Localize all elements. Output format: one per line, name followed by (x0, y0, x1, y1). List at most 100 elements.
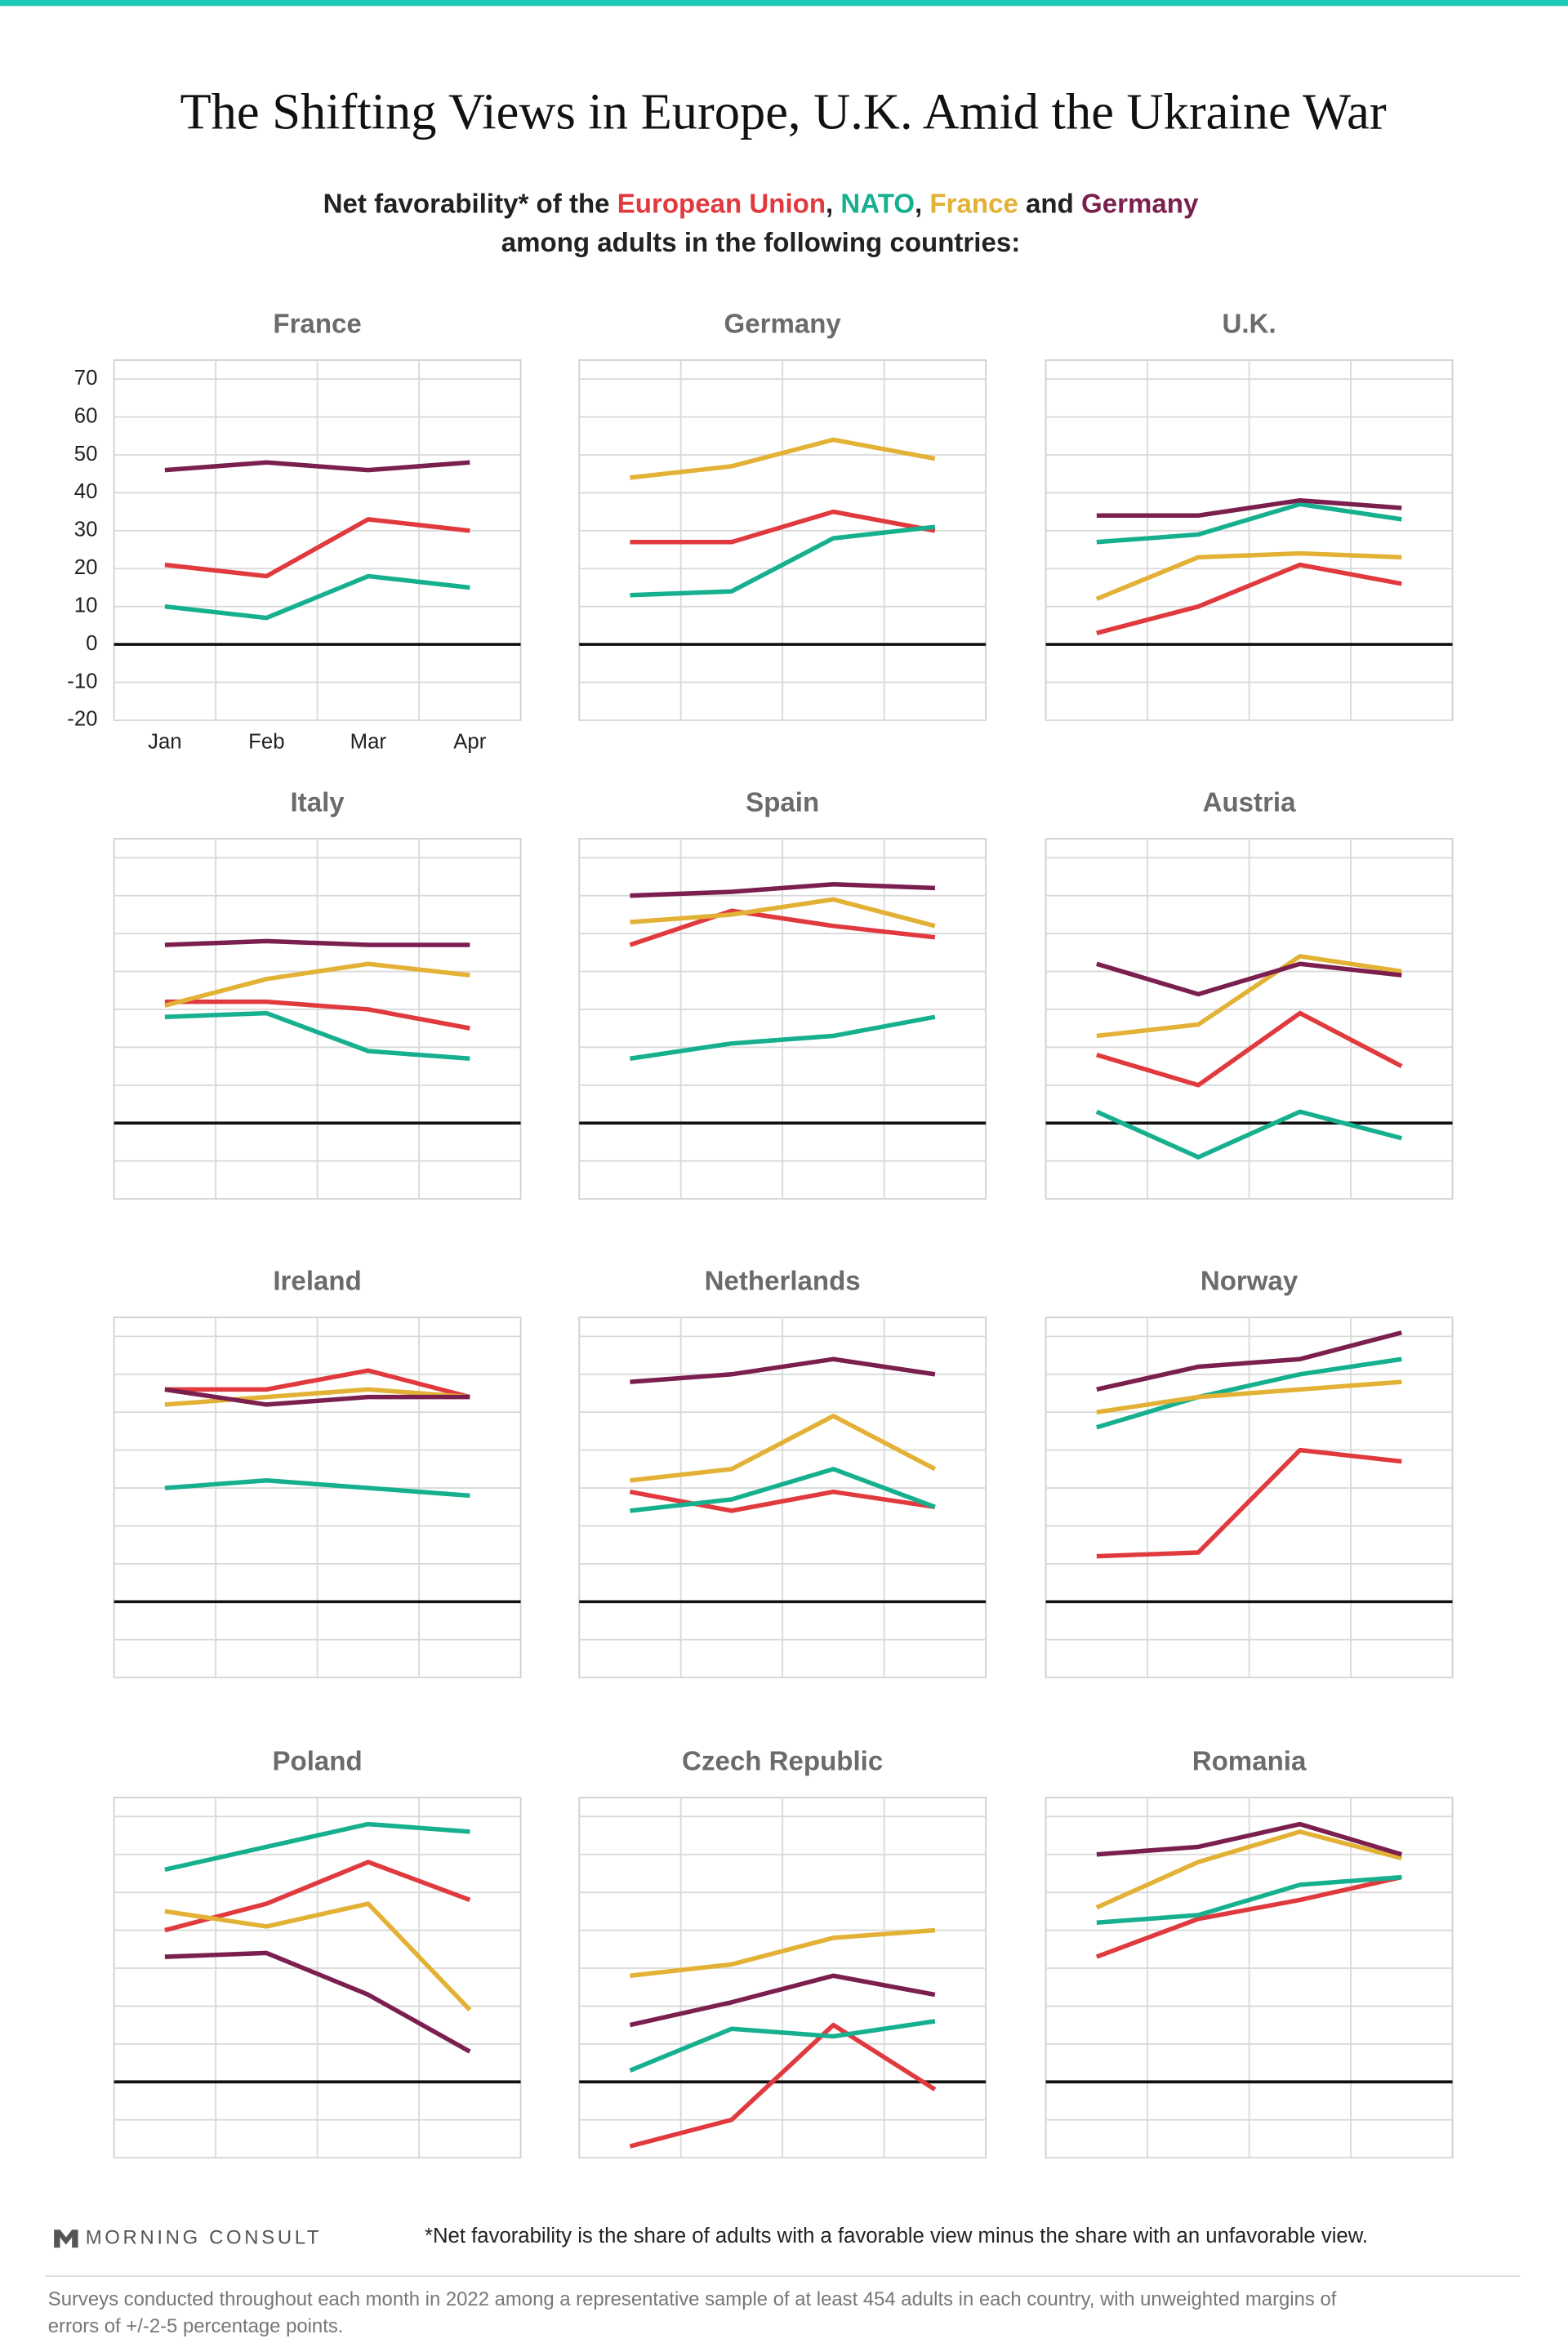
series-line (1096, 1447, 1402, 1559)
panel: Czech Republic (578, 1747, 987, 2158)
series-line (630, 437, 936, 480)
panel: Italy (113, 788, 522, 1200)
series-line (630, 509, 936, 545)
panel-title: Ireland (273, 1267, 361, 1297)
series-line (1096, 961, 1402, 997)
logo: MORNING CONSULT (54, 2227, 322, 2249)
series-line (164, 1901, 472, 2011)
series-line (629, 1489, 936, 1513)
panel-title: Germany (724, 309, 841, 339)
series-line (164, 460, 470, 473)
subtitle-text: and (1018, 189, 1081, 219)
series-line (629, 2022, 937, 2149)
series-line (164, 1950, 471, 2054)
subtitle-text: , (826, 189, 840, 219)
series-line (1096, 1010, 1403, 1088)
legend-entry: Germany (1081, 189, 1199, 219)
series-line (630, 524, 936, 598)
top-bar (0, 0, 1568, 7)
legend-entry: NATO (840, 189, 915, 219)
panel: Austria (1045, 788, 1454, 1200)
panel: Ireland (113, 1267, 522, 1679)
chart-title: The Shifting Views in Europe, U.K. Amid … (180, 83, 1387, 140)
series-line (1095, 1874, 1402, 1959)
panel-title: Netherlands (705, 1267, 861, 1297)
series-line (1096, 501, 1402, 545)
series-line (630, 1467, 936, 1513)
series-line (1096, 497, 1402, 519)
logo-icon (54, 2230, 78, 2248)
y-tick-label: 60 (74, 404, 98, 427)
y-tick-label: 20 (74, 556, 98, 579)
series-line (1096, 1821, 1403, 1857)
panel-title: Italy (291, 788, 345, 818)
source: errors of +/-2-5 percentage points. (48, 2315, 344, 2337)
panel: Spain (578, 788, 987, 1200)
series-line (164, 1010, 470, 1062)
series-line (1096, 1379, 1402, 1414)
series-line (630, 882, 935, 898)
x-tick-label: Jan (148, 730, 181, 753)
x-tick-label: Apr (453, 730, 486, 753)
panel: Poland (113, 1747, 522, 2158)
series-line (630, 1414, 937, 1483)
legend-entry: European Union (617, 189, 826, 219)
series-line (1096, 1874, 1402, 1926)
series-line (164, 573, 470, 621)
series-line (629, 2019, 936, 2073)
subtitle-text: , (915, 189, 929, 219)
y-tick-label: 40 (74, 480, 98, 503)
panel: U.K. (1045, 309, 1454, 721)
series-line (164, 1821, 470, 1872)
series-line (1096, 562, 1402, 635)
series-line (1096, 954, 1402, 1039)
panel-title: Czech Republic (682, 1747, 883, 1777)
x-tick-label: Mar (350, 730, 387, 753)
panel: Norway (1045, 1267, 1454, 1679)
panel-title: U.K. (1223, 309, 1276, 339)
series-line (630, 1927, 936, 1979)
series-line (1095, 550, 1402, 601)
brand: MORNING CONSULT (86, 2227, 322, 2249)
y-tick-label: 0 (86, 632, 97, 655)
panel: France -20 -10 0 10 20 30 40 50 60 70 Jan Feb Mar Apr (67, 309, 522, 753)
subtitle-text: Net favorability* of the (323, 189, 617, 219)
series-line (1095, 1829, 1402, 1910)
panel: Netherlands (578, 1267, 987, 1679)
series-line (164, 1368, 471, 1400)
panel-title: Poland (272, 1747, 362, 1777)
panel: Germany (578, 309, 987, 721)
y-tick-label: 30 (74, 519, 98, 541)
series-line (1095, 1109, 1402, 1160)
y-tick-label: 10 (74, 594, 98, 617)
series-line (629, 908, 936, 947)
series-line (164, 1387, 470, 1407)
footnote: *Net favorability is the share of adults… (425, 2225, 1368, 2247)
source: Surveys conducted throughout each month … (48, 2288, 1337, 2310)
panel-title: France (273, 309, 361, 339)
series-line (630, 1014, 936, 1062)
series-line (164, 1387, 470, 1407)
panel: Romania (1045, 1747, 1454, 2158)
y-tick-label: 50 (74, 443, 98, 466)
y-tick-label: 70 (74, 367, 98, 390)
series-line (630, 1356, 936, 1384)
legend-entry: France (929, 189, 1018, 219)
subtitle: among adults in the following countries: (501, 228, 1021, 258)
series-line (164, 999, 470, 1031)
series-line (164, 961, 470, 1008)
series-line (630, 897, 936, 929)
x-tick-label: Feb (248, 730, 284, 753)
panel-title: Norway (1200, 1267, 1298, 1297)
series-line (164, 517, 470, 579)
series-line (1096, 1356, 1402, 1430)
series-line (164, 938, 470, 947)
subtitle: Net favorability* of the European Union,… (323, 189, 1199, 219)
panel-title: Spain (746, 788, 819, 818)
series-line (629, 1973, 936, 2028)
series-line (164, 1478, 470, 1499)
y-tick-label: -10 (67, 670, 97, 693)
panel-title: Austria (1203, 788, 1297, 818)
